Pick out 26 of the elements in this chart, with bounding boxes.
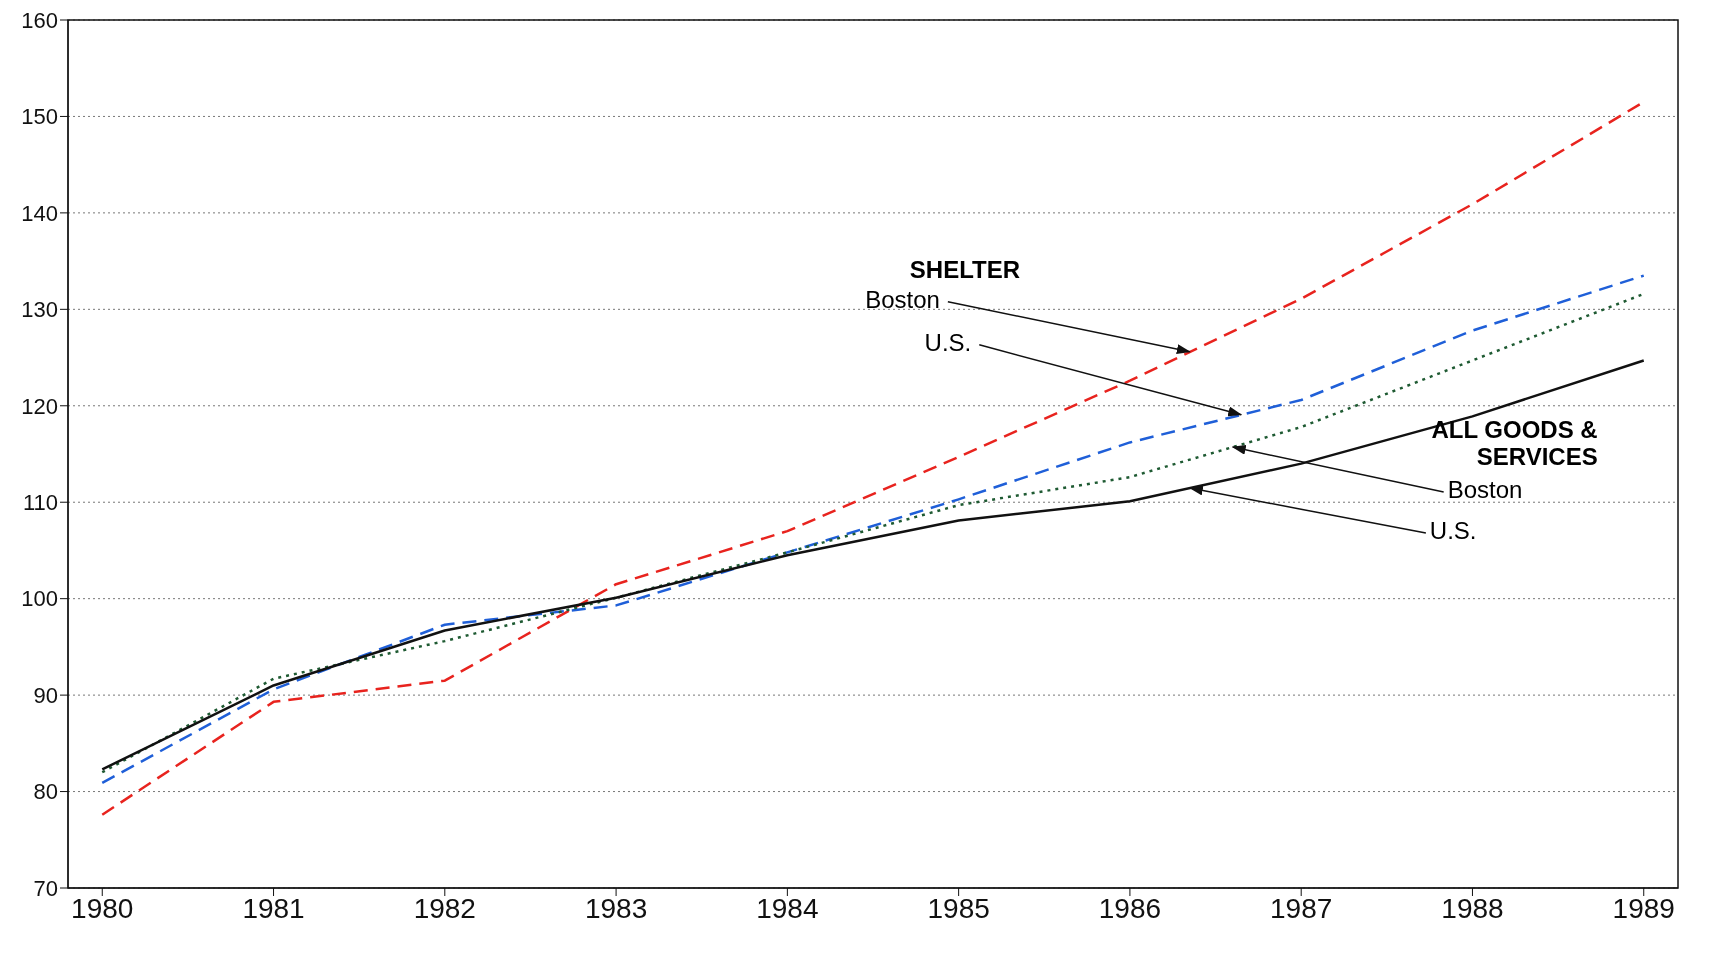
y-tick-label: 100 [21, 586, 58, 612]
annotation: SHELTER [909, 256, 1021, 284]
x-tick-label: 1986 [1098, 892, 1162, 924]
y-tick-label: 130 [21, 297, 58, 323]
x-tick-label: 1987 [1270, 892, 1333, 924]
x-tick-label: 1984 [756, 892, 819, 924]
annotation: U.S. [924, 329, 972, 357]
annotation: ALL GOODS & SERVICES [1431, 416, 1598, 471]
x-tick-label: 1982 [413, 892, 476, 924]
annotation: U.S. [1429, 517, 1477, 545]
y-tick-label: 160 [21, 7, 58, 33]
x-tick-label: 1981 [242, 892, 305, 924]
x-tick-label: 1983 [584, 892, 648, 924]
x-tick-label: 1985 [927, 892, 990, 924]
y-tick-label: 110 [22, 490, 58, 516]
x-tick-label: 1980 [71, 892, 134, 924]
annotation: Boston [1447, 476, 1523, 504]
x-tick-label: 1988 [1441, 892, 1504, 924]
y-tick-label: 90 [33, 682, 58, 708]
x-tick-label: 1989 [1612, 892, 1675, 924]
y-tick-label: 140 [21, 200, 58, 226]
y-tick-label: 80 [33, 779, 58, 805]
y-tick-label: 120 [21, 393, 58, 419]
annotation: Boston [865, 286, 940, 314]
y-tick-label: 150 [21, 104, 58, 130]
y-tick-label: 70 [33, 875, 58, 901]
